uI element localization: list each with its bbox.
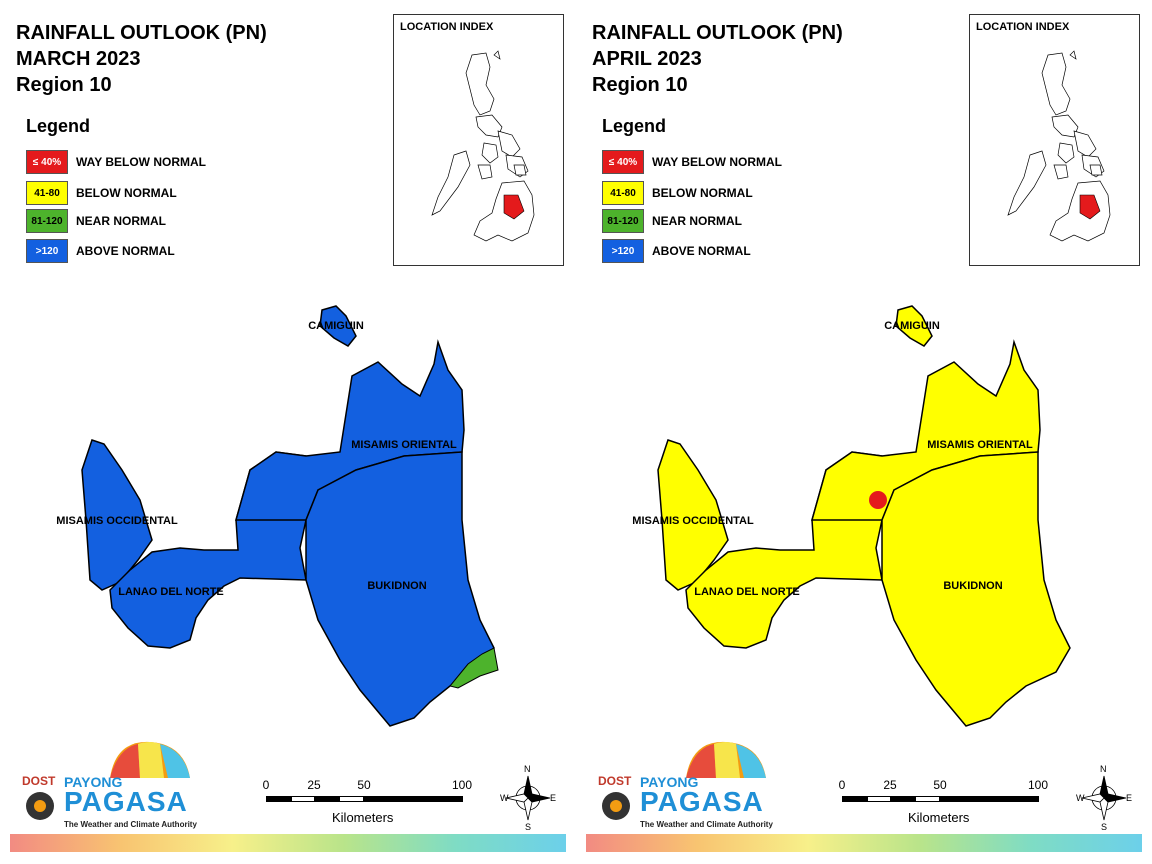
label-misamis-oriental: MISAMIS ORIENTAL (927, 439, 1033, 451)
label-misamis-occidental: MISAMIS OCCIDENTAL (56, 515, 178, 527)
umbrella-icon (26, 741, 190, 820)
map-title-region: Region 10 (16, 74, 112, 96)
pagasa-logo: DOST PAYONG PAGASA The Weather and Clima… (594, 740, 774, 832)
scale-segment (890, 796, 916, 802)
footer-color-bar (586, 834, 1142, 852)
scale-bar: 0 25 50 100 Kilometers (262, 778, 472, 828)
compass-s: S (525, 822, 532, 832)
compass-w: W (500, 793, 509, 803)
map-title-month: APRIL 2023 (592, 48, 702, 70)
pagasa-logo: DOST PAYONG PAGASA The Weather and Clima… (18, 740, 198, 832)
location-index-title: LOCATION INDEX (400, 21, 494, 33)
legend-label: BELOW NORMAL (76, 186, 177, 200)
compass-e: E (550, 793, 557, 803)
scale-tick: 100 (451, 778, 473, 792)
legend-swatch: >120 (26, 239, 68, 263)
near-normal-patch (449, 647, 499, 689)
legend-swatch: 41-80 (26, 181, 68, 205)
pagasa-tagline: The Weather and Climate Authority (640, 820, 773, 829)
pagasa-text: PAGASA (640, 786, 764, 817)
map-title-line1: RAINFALL OUTLOOK (PN) (16, 22, 267, 44)
map-title-region: Region 10 (592, 74, 688, 96)
scale-tick: 25 (883, 778, 897, 792)
location-index: LOCATION INDEX (393, 14, 564, 266)
legend-swatch: ≤ 40% (602, 150, 644, 174)
label-bukidnon: BUKIDNON (943, 580, 1003, 592)
philippines-index-map (1007, 50, 1111, 242)
compass-n: N (1100, 764, 1107, 774)
label-misamis-oriental: MISAMIS ORIENTAL (351, 439, 457, 451)
label-misamis-occidental: MISAMIS OCCIDENTAL (632, 515, 754, 527)
scale-unit: Kilometers (332, 810, 394, 825)
scale-segment (314, 796, 340, 802)
footer-color-bar (10, 834, 566, 852)
north-arrow-icon: N S E W (498, 764, 558, 832)
scale-segment (867, 796, 891, 802)
legend-title: Legend (602, 116, 667, 136)
compass-w: W (1076, 793, 1085, 803)
map-title: RAINFALL OUTLOOK (PN) MARCH 2023 Region … (16, 20, 267, 98)
legend-swatch: 41-80 (602, 181, 644, 205)
outlook-panel-march: RAINFALL OUTLOOK (PN) MARCH 2023 Region … (10, 14, 566, 852)
pagasa-text: PAGASA (64, 786, 188, 817)
scale-segment (339, 796, 364, 802)
label-lanao-del-norte: LANAO DEL NORTE (118, 586, 224, 598)
scale-segment (266, 796, 292, 802)
label-lanao-del-norte: LANAO DEL NORTE (694, 586, 800, 598)
legend-title: Legend (26, 116, 91, 136)
legend-label: ABOVE NORMAL (652, 244, 751, 258)
location-index: LOCATION INDEX (969, 14, 1140, 266)
scale-tick: 25 (307, 778, 321, 792)
compass-e: E (1126, 793, 1133, 803)
map-title-line1: RAINFALL OUTLOOK (PN) (592, 22, 843, 44)
region10-map (81, 305, 499, 727)
payong-text: PAYONG (64, 774, 123, 790)
legend-label: WAY BELOW NORMAL (652, 155, 783, 169)
region10-map (657, 305, 1071, 727)
scale-segment (939, 796, 1039, 802)
way-below-normal-patch (869, 491, 887, 509)
legend-swatch: 81-120 (602, 209, 644, 233)
map-title-month: MARCH 2023 (16, 48, 141, 70)
location-index-title: LOCATION INDEX (976, 21, 1070, 33)
umbrella-icon (602, 741, 766, 820)
camiguin-province (895, 305, 933, 347)
scale-segment (363, 796, 463, 802)
label-camiguin: CAMIGUIN (308, 320, 364, 332)
dost-text: DOST (22, 774, 56, 788)
payong-text: PAYONG (640, 774, 699, 790)
scale-tick: 50 (933, 778, 947, 792)
scale-tick: 0 (838, 778, 846, 792)
scale-bar: 0 25 50 100 Kilometers (838, 778, 1048, 828)
legend-label: NEAR NORMAL (76, 214, 166, 228)
compass-s: S (1101, 822, 1108, 832)
legend-swatch: ≤ 40% (26, 150, 68, 174)
legend-label: WAY BELOW NORMAL (76, 155, 207, 169)
scale-segment (915, 796, 940, 802)
label-bukidnon: BUKIDNON (367, 580, 427, 592)
legend-label: ABOVE NORMAL (76, 244, 175, 258)
camiguin-province (319, 305, 357, 347)
legend-label: NEAR NORMAL (652, 214, 742, 228)
scale-tick: 50 (357, 778, 371, 792)
label-camiguin: CAMIGUIN (884, 320, 940, 332)
compass-n: N (524, 764, 531, 774)
philippines-index-map (431, 50, 535, 242)
pagasa-tagline: The Weather and Climate Authority (64, 820, 197, 829)
north-arrow-icon: N S E W (1074, 764, 1134, 832)
map-title: RAINFALL OUTLOOK (PN) APRIL 2023 Region … (592, 20, 843, 98)
scale-tick: 0 (262, 778, 270, 792)
dost-text: DOST (598, 774, 632, 788)
scale-unit: Kilometers (908, 810, 970, 825)
legend-swatch: 81-120 (26, 209, 68, 233)
legend-swatch: >120 (602, 239, 644, 263)
outlook-panel-april: RAINFALL OUTLOOK (PN) APRIL 2023 Region … (576, 0, 1152, 864)
scale-segment (842, 796, 868, 802)
scale-segment (291, 796, 315, 802)
bukidnon-province (881, 451, 1071, 727)
legend-label: BELOW NORMAL (652, 186, 753, 200)
scale-tick: 100 (1027, 778, 1049, 792)
